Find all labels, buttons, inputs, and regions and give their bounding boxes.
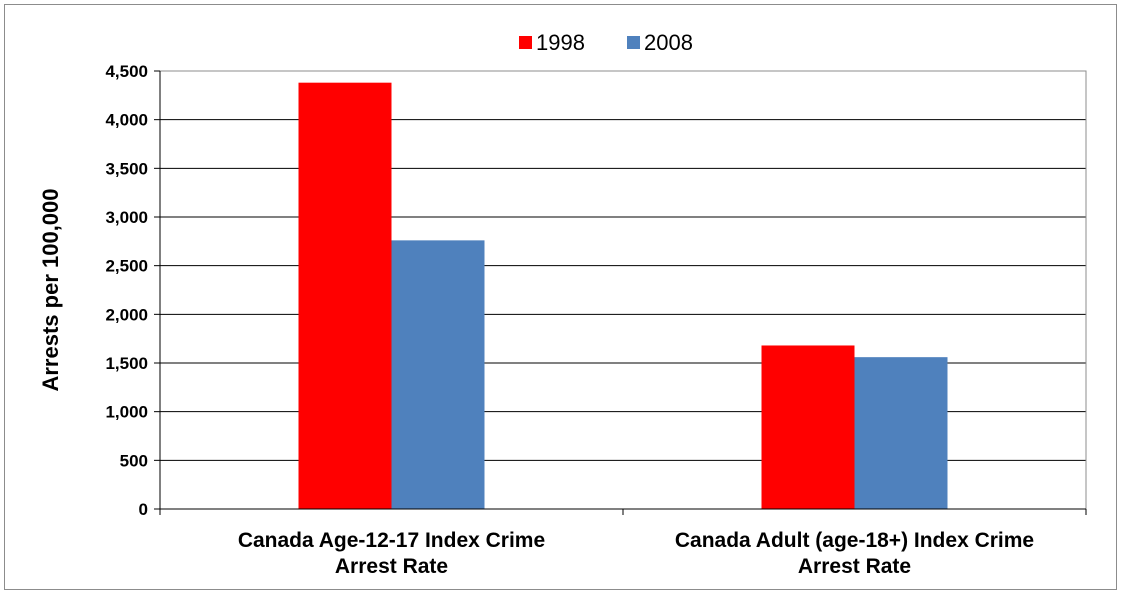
- bar-2008-2: [854, 357, 948, 509]
- y-tick-label: 2,000: [105, 305, 148, 324]
- x-category-label: Arrest Rate: [798, 555, 911, 578]
- y-tick-label: 3,000: [105, 208, 148, 227]
- legend-swatch-1998: [519, 36, 532, 49]
- x-category-label: Canada Age-12-17 Index Crime: [238, 529, 545, 552]
- y-tick-label: 4,500: [105, 62, 148, 81]
- bar-2008-1: [391, 240, 485, 510]
- y-tick-label: 0: [139, 500, 148, 519]
- chart-frame: [4, 4, 1117, 590]
- legend-swatch-2008: [627, 36, 640, 49]
- y-tick-label: 4,000: [105, 111, 148, 130]
- y-tick-label: 2,500: [105, 257, 148, 276]
- y-tick-label: 1,500: [105, 354, 148, 373]
- y-tick-label: 3,500: [105, 159, 148, 178]
- y-tick-label: 1,000: [105, 403, 148, 422]
- bar-1998-1: [298, 82, 392, 510]
- y-axis-title: Arrests per 100,000: [38, 188, 63, 391]
- legend-label-1998: 1998: [536, 30, 585, 55]
- y-tick-label: 500: [120, 451, 148, 470]
- legend-label-2008: 2008: [644, 30, 693, 55]
- x-category-label: Arrest Rate: [335, 555, 448, 578]
- bar-1998-2: [761, 345, 855, 509]
- x-category-label: Canada Adult (age-18+) Index Crime: [675, 529, 1034, 552]
